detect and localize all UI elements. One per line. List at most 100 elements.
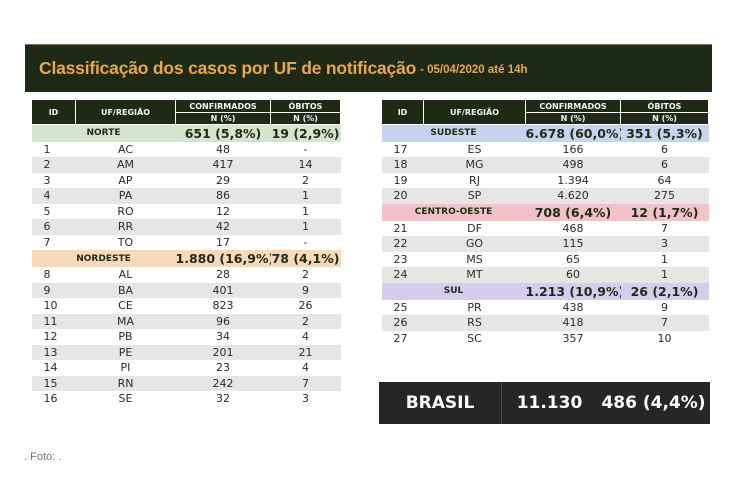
table-row: 23 MS 65 1 xyxy=(382,252,709,268)
table-row: 1 AC 48 - xyxy=(32,142,341,158)
table-row: 8 AL 28 2 xyxy=(32,267,341,283)
row-id: 14 xyxy=(43,361,58,375)
total-confirmados: 11.130 xyxy=(516,393,583,413)
row-uf: RN xyxy=(75,375,176,391)
row-confirmados: 401 xyxy=(175,282,271,298)
row-uf: SP xyxy=(423,188,526,204)
row-confirmados: 823 xyxy=(212,299,234,313)
row-obitos: 275 xyxy=(620,188,709,204)
left-table-clip: ID UF/REGIÃO CONFIRMADOS ÓBITOS N (%) N … xyxy=(31,99,341,407)
row-obitos: 1 xyxy=(302,204,309,218)
region-obitos: 26 (2,1%) xyxy=(620,282,709,300)
row-obitos: 1 xyxy=(270,188,341,204)
row-id: 16 xyxy=(43,392,58,406)
row-id: 27 xyxy=(393,331,408,345)
row-uf: AP xyxy=(118,173,133,187)
row-obitos: - xyxy=(303,235,308,249)
row-obitos: 3 xyxy=(620,236,709,252)
row-confirmados: 418 xyxy=(525,315,621,331)
page-title: Classificação dos casos por UF de notifi… xyxy=(39,58,417,78)
region-row-nordeste: NORDESTE 1.880 (16,9%) 78 (4,1%) xyxy=(31,250,341,267)
table-row: 6 RR 42 1 xyxy=(31,219,341,235)
row-id: 12 xyxy=(43,330,58,344)
row-id: 1 xyxy=(43,142,51,156)
row-confirmados: 23 xyxy=(216,361,230,375)
region-name: SUL xyxy=(381,282,526,300)
region-row-centro-oeste: CENTRO-OESTE 708 (6,4%) 12 (1,7%) xyxy=(381,203,709,221)
row-uf: SC xyxy=(467,331,482,345)
row-id: 3 xyxy=(43,173,51,187)
row-id: 20 xyxy=(381,188,424,204)
right-table: ID UF/REGIÃO CONFIRMADOS ÓBITOS N (%) N … xyxy=(381,99,709,346)
col-header-uf: UF/REGIÃO xyxy=(75,99,176,125)
table-row: 20 SP 4.620 275 xyxy=(381,188,709,204)
table-row: 2 AM 417 14 xyxy=(31,157,341,173)
row-confirmados: 28 xyxy=(216,268,230,282)
row-id: 18 xyxy=(381,157,424,173)
row-uf: AL xyxy=(118,268,133,282)
row-uf: SE xyxy=(118,392,133,406)
table-row: 21 DF 468 7 xyxy=(382,221,709,237)
row-uf: MG xyxy=(423,157,526,173)
col-header-uf: UF/REGIÃO xyxy=(423,99,526,125)
total-obitos: 486 (4,4%) xyxy=(601,393,706,413)
table-row: 24 MT 60 1 xyxy=(381,267,709,283)
row-obitos: 2 xyxy=(302,268,309,282)
region-obitos: 78 (4,1%) xyxy=(270,250,341,267)
region-row-norte: NORTE 651 (5,8%) 19 (2,9%) xyxy=(31,124,341,142)
row-uf: RR xyxy=(75,219,176,235)
row-confirmados: 96 xyxy=(175,313,271,329)
col-header-confirmados: CONFIRMADOS xyxy=(525,99,621,113)
table-row: 12 PB 34 4 xyxy=(32,329,341,345)
left-table: ID UF/REGIÃO CONFIRMADOS ÓBITOS N (%) N … xyxy=(31,99,341,407)
row-uf: MS xyxy=(466,252,483,266)
region-row-sudeste: SUDESTE 6.678 (60,0%) 351 (5,3%) xyxy=(381,124,709,142)
col-subheader-obitos: N (%) xyxy=(620,112,709,125)
col-header-confirmados: CONFIRMADOS xyxy=(175,99,271,113)
row-obitos: 14 xyxy=(270,157,341,173)
row-confirmados: 357 xyxy=(562,331,584,345)
region-confirmados: 1.880 (16,9%) xyxy=(175,250,271,267)
region-confirmados: 651 (5,8%) xyxy=(175,124,271,142)
row-id: 24 xyxy=(381,267,424,283)
row-obitos: 2 xyxy=(270,313,341,329)
row-id: 11 xyxy=(31,313,76,329)
row-uf: AC xyxy=(117,142,133,156)
row-uf: PA xyxy=(75,188,176,204)
row-confirmados: 48 xyxy=(216,142,230,156)
row-confirmados: 42 xyxy=(175,219,271,235)
table-row: 10 CE 823 26 xyxy=(32,298,341,314)
row-obitos: 2 xyxy=(302,173,309,187)
row-obitos: 4 xyxy=(302,330,309,344)
row-uf: AM xyxy=(75,157,176,173)
table-row: 7 TO 17 - xyxy=(32,235,341,251)
row-uf: MA xyxy=(75,313,176,329)
row-uf: PR xyxy=(467,300,482,314)
row-obitos: 4 xyxy=(302,361,309,375)
row-id: 19 xyxy=(393,173,408,187)
row-id: 2 xyxy=(31,157,76,173)
row-confirmados: 32 xyxy=(216,392,230,406)
row-id: 26 xyxy=(381,315,424,331)
row-uf: GO xyxy=(423,236,526,252)
table-row: 5 RO 12 1 xyxy=(32,204,341,220)
row-id: 17 xyxy=(393,142,408,156)
row-uf: DF xyxy=(467,221,482,235)
region-confirmados: 1.213 (10,9%) xyxy=(525,282,621,300)
row-obitos: 3 xyxy=(302,392,309,406)
row-obitos: 9 xyxy=(270,282,341,298)
row-obitos: 26 xyxy=(298,299,313,313)
table-row: 9 BA 401 9 xyxy=(31,282,341,298)
row-id: 6 xyxy=(31,219,76,235)
row-obitos: 7 xyxy=(270,375,341,391)
region-confirmados: 708 (6,4%) xyxy=(525,203,621,221)
row-confirmados: 17 xyxy=(216,235,230,249)
row-uf: MT xyxy=(423,267,526,283)
row-confirmados: 86 xyxy=(175,188,271,204)
col-header-obitos: ÓBITOS xyxy=(270,99,341,113)
row-uf: RS xyxy=(423,315,526,331)
col-subheader-obitos: N (%) xyxy=(270,112,341,125)
region-name: CENTRO-OESTE xyxy=(381,203,526,221)
table-row: 19 RJ 1.394 64 xyxy=(382,173,709,189)
row-obitos: 7 xyxy=(620,315,709,331)
